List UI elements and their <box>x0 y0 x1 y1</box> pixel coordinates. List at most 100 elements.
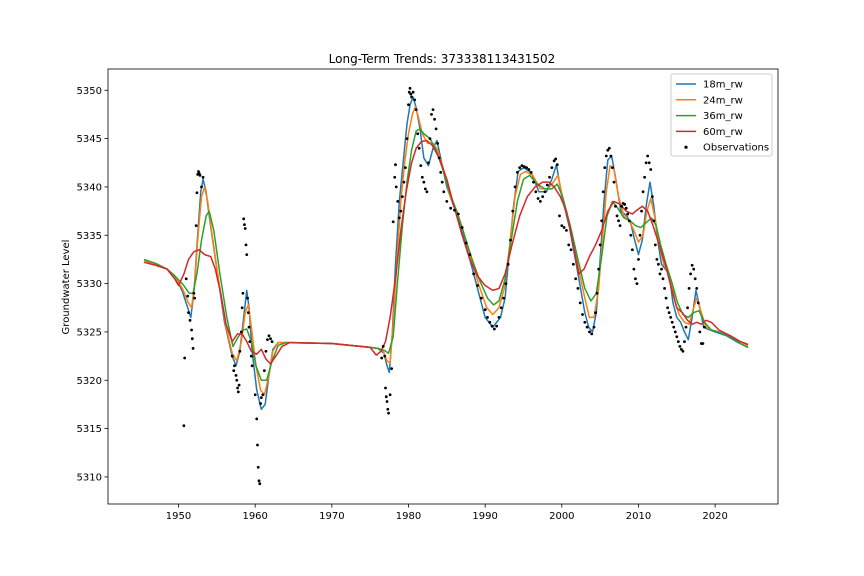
observation-point <box>696 301 700 305</box>
observation-point <box>534 190 538 194</box>
observation-point <box>198 173 202 177</box>
observation-point <box>399 209 403 213</box>
observation-point <box>683 340 686 343</box>
observation-point <box>552 159 556 163</box>
observation-point <box>576 287 580 290</box>
observation-point <box>567 243 571 247</box>
observation-point <box>413 98 417 102</box>
observation-point <box>267 334 271 338</box>
observation-point <box>695 287 699 290</box>
observation-point <box>643 175 647 179</box>
observation-point <box>701 342 705 345</box>
observation-point <box>385 400 389 403</box>
observation-point <box>571 262 575 266</box>
observation-point <box>460 226 464 229</box>
observation-point <box>612 180 616 184</box>
observation-point <box>246 311 250 314</box>
observation-point <box>191 346 195 350</box>
observation-point <box>230 354 234 358</box>
y-tick-label: 5345 <box>77 134 102 145</box>
observation-point <box>241 291 245 295</box>
observation-point <box>620 204 624 208</box>
observation-point <box>638 233 642 237</box>
observation-point <box>664 296 668 300</box>
observation-point <box>193 296 197 300</box>
x-tick-label: 1990 <box>472 511 497 522</box>
observation-point <box>657 262 660 266</box>
plot-frame <box>107 68 779 505</box>
observation-point <box>423 187 427 191</box>
observation-point <box>434 127 438 131</box>
observation-point <box>233 364 236 368</box>
observation-point <box>381 345 385 348</box>
legend-swatch-observations <box>684 145 688 149</box>
observation-point <box>250 364 254 368</box>
observation-point <box>416 132 420 136</box>
observation-point <box>264 349 268 353</box>
observation-point <box>437 156 441 160</box>
observation-point <box>439 171 443 174</box>
observation-point <box>646 154 650 158</box>
observation-point <box>400 195 404 199</box>
observation-point <box>652 219 656 223</box>
observation-point <box>456 212 460 216</box>
axes-group: 1950 1960 1970 1980 1990 2000 2010 2020 5310 5315… <box>77 68 779 522</box>
observation-point <box>653 243 657 247</box>
y-tick-label: 5310 <box>77 472 102 483</box>
x-tick-label: 1950 <box>166 511 191 522</box>
observation-point <box>243 227 247 230</box>
observation-point <box>405 137 409 141</box>
observation-point <box>606 148 610 152</box>
observation-point <box>256 443 259 447</box>
observation-point <box>468 253 472 256</box>
observation-point <box>397 216 401 220</box>
observation-point <box>698 330 702 334</box>
observation-point <box>390 367 394 371</box>
observation-point <box>420 175 424 179</box>
observation-point <box>495 324 499 328</box>
observation-point <box>689 272 693 276</box>
observation-point <box>658 272 662 276</box>
observation-point <box>655 258 659 261</box>
observation-point <box>532 180 535 184</box>
observation-point <box>603 166 607 170</box>
observation-point <box>581 313 584 316</box>
observation-point <box>499 306 503 310</box>
observation-point <box>488 320 492 324</box>
observation-point <box>692 267 696 271</box>
observation-point <box>186 294 190 298</box>
observation-point <box>678 345 682 348</box>
observation-point <box>644 161 648 165</box>
observation-point <box>236 386 239 390</box>
x-tick-label: 2020 <box>702 511 727 522</box>
observation-point <box>647 161 651 165</box>
observation-point <box>538 200 542 203</box>
observation-point <box>497 316 501 319</box>
observation-point <box>583 320 587 324</box>
observation-point <box>578 301 582 305</box>
observation-point <box>676 340 680 343</box>
observation-point <box>569 248 573 252</box>
observation-point <box>422 180 426 184</box>
observation-point <box>686 306 689 310</box>
observation-point <box>453 208 456 212</box>
observation-point <box>407 103 410 107</box>
observation-point <box>240 306 244 310</box>
observation-point <box>703 325 706 329</box>
observation-point <box>520 164 524 168</box>
observation-point <box>425 190 429 194</box>
observation-point <box>192 291 196 295</box>
observation-point <box>464 241 468 245</box>
y-tick-label: 5350 <box>77 86 102 97</box>
observation-point <box>690 263 694 267</box>
observation-point <box>190 337 194 341</box>
observation-point <box>626 212 630 216</box>
observation-point <box>513 185 517 189</box>
observation-point <box>262 369 266 372</box>
observation-point <box>511 209 515 213</box>
observation-point <box>681 349 685 353</box>
observation-point <box>411 90 415 94</box>
observation-point <box>440 180 444 184</box>
observation-point <box>394 163 397 167</box>
observation-point <box>449 206 453 210</box>
